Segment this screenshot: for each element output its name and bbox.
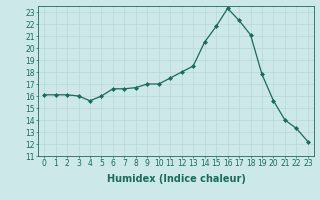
X-axis label: Humidex (Indice chaleur): Humidex (Indice chaleur) bbox=[107, 174, 245, 184]
